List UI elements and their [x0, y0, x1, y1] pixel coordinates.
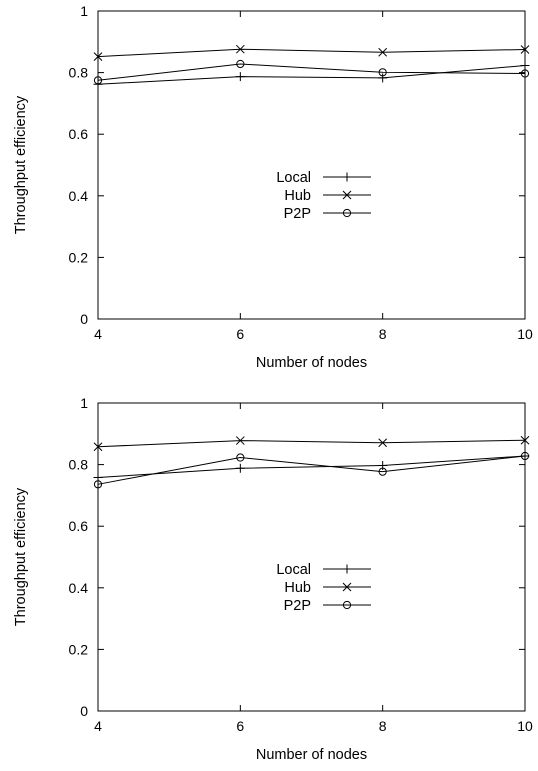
data-point-hub: [93, 442, 103, 452]
data-point-hub: [520, 435, 530, 445]
x-tick-label: 6: [236, 718, 244, 734]
series-line-local: [97, 65, 526, 85]
plot-frame: [97, 402, 526, 712]
x-tick-label: 8: [379, 326, 387, 342]
chart-top: 0 0.2 0.4 0.6 0.8 1 4 6 8 10 Number of nodes Throug…: [13, 3, 533, 371]
legend-label-hub: Hub: [284, 580, 311, 596]
legend-marker-p2p: [342, 208, 352, 218]
y-tick-label: 0.8: [69, 65, 89, 81]
data-point-hub: [235, 436, 245, 445]
x-tick-label: 4: [94, 326, 102, 342]
x-tick-label: 4: [94, 718, 102, 734]
x-tick-label: 6: [236, 326, 244, 342]
y-axis-label: Throughput efficiency: [13, 487, 29, 626]
data-point-local: [235, 463, 245, 473]
data-point-local: [378, 73, 388, 83]
y-tick-label: 1: [80, 395, 88, 411]
x-tick-label: 10: [517, 326, 533, 342]
data-point-p2p: [520, 451, 530, 461]
y-tick-label: 0.6: [69, 518, 89, 534]
legend-marker-p2p: [342, 600, 352, 610]
data-point-local: [520, 61, 530, 71]
legend-label-hub: Hub: [284, 188, 311, 204]
legend-marker-local: [342, 172, 352, 182]
data-point-hub: [378, 47, 388, 57]
series-line-p2p: [97, 63, 526, 81]
data-point-hub: [520, 45, 530, 54]
y-tick-label: 0.4: [69, 580, 89, 596]
plot-frame: [97, 10, 526, 320]
y-tick-label: 0: [80, 311, 88, 327]
legend-label-local: Local: [276, 170, 311, 186]
y-tick-label: 0.2: [69, 249, 89, 265]
legend-marker-hub: [342, 582, 352, 592]
data-point-hub: [93, 52, 103, 61]
series-line-hub: [97, 48, 526, 58]
legend-label-p2p: P2P: [284, 206, 311, 222]
y-axis-label: Throughput efficiency: [13, 95, 29, 234]
data-point-local: [235, 72, 245, 82]
x-axis-label: Number of nodes: [256, 355, 367, 371]
data-point-p2p: [378, 68, 387, 77]
y-tick-label: 0.6: [69, 126, 89, 142]
series-line-local: [97, 455, 526, 479]
y-tick-label: 0.8: [69, 457, 89, 473]
data-point-p2p: [520, 69, 530, 78]
chart-bottom: 0 0.2 0.4 0.6 0.8 1 4 6 8 10 Number of nodes Throug…: [13, 395, 533, 763]
data-point-local: [378, 461, 388, 471]
series-line-p2p: [97, 455, 526, 485]
data-point-p2p: [236, 453, 245, 462]
data-point-p2p: [236, 59, 245, 69]
x-axis-label: Number of nodes: [256, 747, 367, 763]
y-tick-label: 0.4: [69, 188, 89, 204]
legend-marker-hub: [342, 190, 352, 200]
data-point-hub: [235, 44, 245, 54]
y-tick-label: 0: [80, 703, 88, 719]
y-tick-label: 1: [80, 3, 88, 19]
data-point-p2p: [93, 480, 103, 489]
legend-marker-local: [342, 564, 352, 574]
x-tick-label: 8: [379, 718, 387, 734]
data-point-hub: [378, 438, 388, 448]
legend-label-local: Local: [276, 562, 311, 578]
y-tick-label: 0.2: [69, 641, 89, 657]
data-point-p2p: [378, 467, 387, 476]
data-point-p2p: [93, 76, 103, 85]
series-line-hub: [97, 439, 526, 448]
legend-label-p2p: P2P: [284, 598, 311, 614]
x-tick-label: 10: [517, 718, 533, 734]
